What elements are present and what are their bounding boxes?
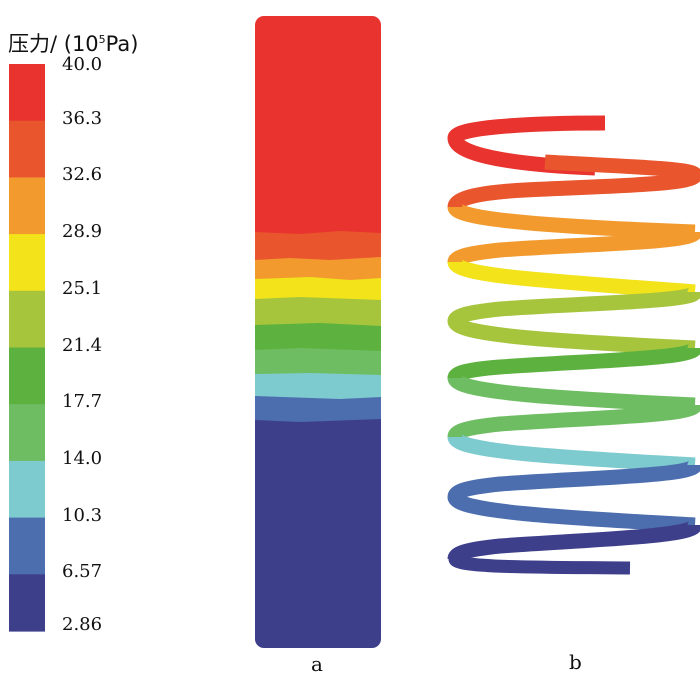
pressure-column-a [255,16,381,648]
legend-title: 压力/ (105Pa) [8,32,139,56]
legend-swatch [9,64,45,122]
legend-tick-label: 40.0 [62,54,103,75]
spring-coil-3 [447,227,700,266]
panel-label-b: b [569,650,582,674]
column-band-red [255,16,381,236]
column-band-blue [255,396,381,423]
legend-swatch [9,460,45,519]
column-band-orange [255,257,381,283]
spring-coil-2-front [447,203,696,240]
panel-label-a: a [311,652,323,676]
spring-coil-5-front [447,374,696,413]
legend-tick-label: 36.3 [62,107,103,129]
legend-color-bar [9,64,45,632]
spring-coil-6 [447,400,700,440]
legend-tick-label: 10.3 [62,504,103,526]
legend-swatch [9,290,45,349]
spring-coil-8 [447,520,700,562]
legend-tick-label: 6.57 [62,561,103,583]
column-band-yellow-green [255,297,381,328]
pressure-spring-b [447,115,700,575]
spring-coil-1-back [544,154,700,183]
spring-coil-4 [447,284,700,325]
legend-tick-label: 28.9 [62,221,103,243]
legend-tick-label: 25.1 [62,277,103,299]
legend-tick-label: 17.7 [62,391,103,413]
column-band-cyan [255,373,381,400]
column-band-yellow [255,277,381,302]
legend-tick-label: 21.4 [62,334,103,356]
spring-coil-6-front [447,433,696,473]
legend-swatch [9,574,45,632]
legend-swatch [9,120,45,178]
spring-coil-7-front [447,493,696,533]
legend-tick-label: 14.0 [62,447,103,469]
spring-coil-8-end [448,554,631,575]
legend-swatch [9,177,45,235]
legend-swatch [9,347,45,405]
column-band-light-green [255,348,381,377]
spring-coil-7 [447,460,700,500]
spring-coil-4-front [447,317,696,356]
legend-swatch [9,404,45,462]
spring-coil-5 [447,343,700,382]
spring-coil-1 [447,115,606,176]
legend-swatch [9,234,45,292]
column-band-green [255,323,381,353]
spring-coil-2 [447,170,700,210]
legend-tick-label: 2.86 [62,614,103,635]
legend-tick-label: 32.6 [62,164,103,186]
spring-coil-3-front [447,258,696,300]
column-band-dark-blue [255,419,381,648]
column-band-red-orange [255,231,381,262]
legend-swatch [9,517,45,575]
